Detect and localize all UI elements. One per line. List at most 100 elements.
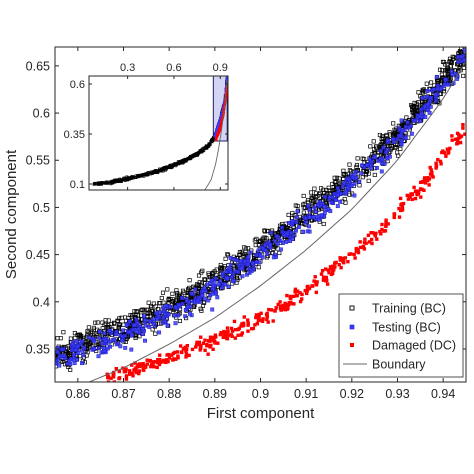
damaged-point bbox=[338, 258, 343, 262]
testing-point bbox=[206, 298, 211, 303]
testing-point bbox=[433, 98, 438, 103]
damaged-point bbox=[229, 326, 234, 331]
training-point bbox=[223, 256, 228, 261]
testing-point bbox=[284, 239, 289, 244]
damaged-point bbox=[293, 287, 298, 291]
testing-point bbox=[399, 118, 404, 123]
training-point bbox=[412, 105, 417, 110]
testing-point bbox=[209, 278, 214, 283]
testing-point bbox=[96, 346, 101, 351]
damaged-point bbox=[211, 347, 215, 351]
inset-training-point bbox=[198, 149, 202, 153]
inset-training-point bbox=[144, 172, 148, 175]
inset-training-point bbox=[168, 164, 171, 168]
testing-point bbox=[61, 353, 66, 358]
damaged-point bbox=[273, 309, 277, 313]
series-testing bbox=[55, 48, 466, 368]
testing-point bbox=[121, 328, 126, 333]
damaged-point bbox=[430, 173, 434, 178]
testing-point bbox=[187, 311, 192, 316]
inset-training-point bbox=[210, 140, 214, 143]
training-point bbox=[117, 322, 122, 327]
testing-point bbox=[195, 298, 200, 303]
training-point bbox=[254, 236, 259, 241]
legend-item-testing: Testing (BC) bbox=[349, 321, 441, 335]
training-point bbox=[132, 309, 137, 314]
damaged-point bbox=[239, 333, 244, 337]
damaged-point bbox=[323, 275, 327, 279]
training-point bbox=[364, 169, 369, 174]
damaged-point bbox=[236, 333, 240, 337]
testing-point bbox=[429, 96, 433, 100]
testing-point bbox=[78, 341, 83, 346]
training-point bbox=[83, 339, 88, 344]
training-point bbox=[318, 190, 323, 196]
training-point bbox=[95, 320, 100, 325]
damaged-point bbox=[265, 317, 269, 322]
damaged-point bbox=[117, 369, 121, 374]
inset-training-point bbox=[100, 181, 104, 185]
training-point bbox=[237, 250, 242, 255]
testing-point bbox=[70, 348, 74, 353]
training-point bbox=[377, 144, 382, 149]
damaged-point bbox=[171, 351, 175, 356]
inset-testing-point bbox=[217, 125, 220, 128]
legend-item-boundary: Boundary bbox=[343, 358, 426, 372]
training-point bbox=[330, 181, 335, 187]
testing-point bbox=[319, 213, 324, 218]
inset-training-point bbox=[202, 149, 206, 153]
damaged-point bbox=[241, 323, 246, 328]
damaged-point bbox=[410, 192, 414, 197]
testing-point bbox=[275, 241, 280, 246]
testing-point bbox=[285, 231, 290, 236]
damaged-point bbox=[337, 263, 341, 267]
testing-point bbox=[225, 276, 230, 281]
damaged-point bbox=[399, 208, 403, 213]
training-point bbox=[68, 336, 73, 341]
damaged-point bbox=[259, 311, 263, 315]
damaged-point bbox=[413, 189, 418, 194]
testing-point bbox=[227, 265, 232, 270]
testing-point bbox=[140, 327, 145, 332]
training-point bbox=[155, 306, 161, 312]
inset-training-point bbox=[208, 142, 211, 146]
testing-point bbox=[278, 247, 283, 252]
training-point bbox=[343, 200, 348, 205]
inset-testing-point bbox=[219, 119, 222, 122]
training-point bbox=[61, 330, 66, 335]
damaged-point bbox=[455, 141, 460, 145]
testing-point bbox=[236, 263, 241, 268]
testing-point bbox=[154, 311, 159, 316]
testing-point bbox=[428, 104, 433, 109]
testing-point bbox=[76, 343, 80, 348]
x-tick-label: 0.91 bbox=[294, 387, 318, 401]
damaged-point bbox=[156, 361, 160, 365]
damaged-point bbox=[305, 291, 309, 296]
damaged-point bbox=[421, 180, 425, 184]
testing-point bbox=[265, 251, 270, 256]
damaged-point bbox=[356, 250, 361, 255]
testing-point bbox=[158, 310, 162, 315]
testing-point bbox=[92, 347, 97, 351]
damaged-point bbox=[106, 380, 111, 382]
training-point bbox=[153, 331, 158, 336]
testing-point bbox=[166, 312, 171, 317]
damaged-point bbox=[206, 352, 210, 356]
testing-point bbox=[268, 242, 273, 247]
training-point bbox=[187, 278, 192, 283]
testing-point bbox=[439, 86, 444, 91]
inset-training-point bbox=[188, 156, 191, 160]
training-point bbox=[424, 81, 429, 86]
training-point bbox=[60, 359, 65, 364]
damaged-point bbox=[325, 278, 329, 282]
training-point bbox=[161, 300, 166, 305]
training-point bbox=[211, 272, 216, 277]
legend-label-boundary: Boundary bbox=[372, 358, 426, 372]
damaged-point bbox=[137, 371, 141, 376]
x-tick-label: 0.86 bbox=[66, 387, 90, 401]
testing-point bbox=[338, 199, 343, 204]
training-point bbox=[327, 188, 332, 193]
damaged-point bbox=[278, 300, 282, 304]
damaged-point bbox=[448, 146, 452, 151]
testing-point bbox=[91, 339, 96, 344]
